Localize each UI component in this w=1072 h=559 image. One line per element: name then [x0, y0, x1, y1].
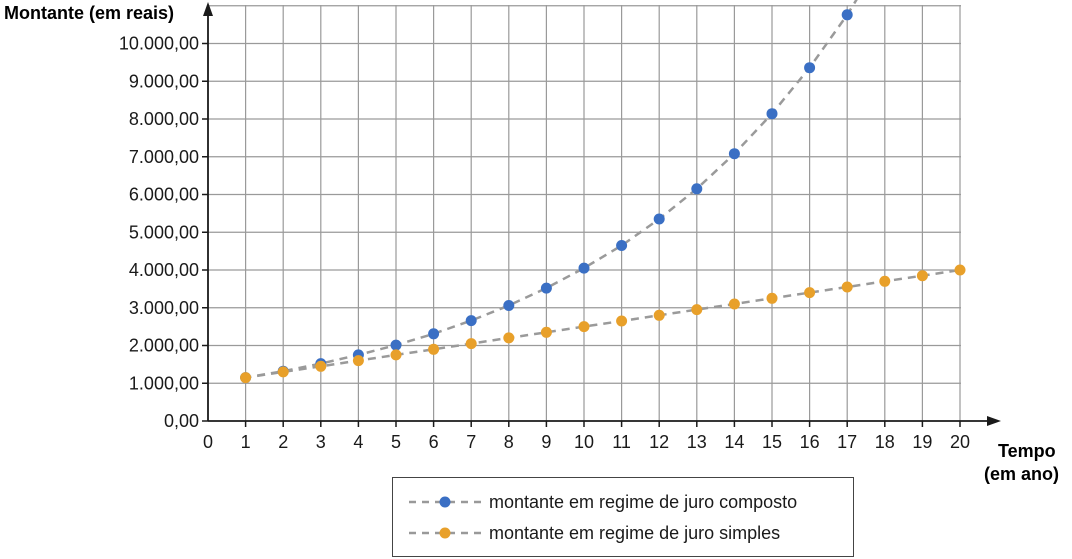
series-0-point-14	[728, 148, 740, 160]
series-1-point-7	[465, 338, 477, 350]
legend-marker-composto	[439, 496, 451, 508]
x-tick-label-0: 0	[203, 432, 213, 452]
series-0-point-17	[841, 9, 853, 21]
legend-swatch-simples	[409, 527, 481, 539]
y-tick-label-8: 8.000,00	[129, 109, 199, 129]
series-1-point-12	[653, 309, 665, 321]
series-1-point-6	[428, 343, 440, 355]
y-axis-arrow	[203, 2, 213, 16]
y-tick-label-0: 0,00	[164, 411, 199, 431]
y-tick-label-7: 7.000,00	[129, 147, 199, 167]
x-tick-label-4: 4	[353, 432, 363, 452]
series-0-point-10	[578, 262, 590, 274]
grid	[208, 5, 961, 421]
y-tick-label-3: 3.000,00	[129, 298, 199, 318]
axes	[202, 2, 1001, 427]
series-1-point-8	[503, 332, 515, 344]
legend-label-composto: montante em regime de juro composto	[489, 491, 798, 512]
series-0-trend-line	[244, 0, 858, 380]
x-axis-arrow	[987, 416, 1001, 426]
series-1-point-2	[277, 366, 289, 378]
series-0-point-5	[390, 339, 402, 351]
x-tick-label-9: 9	[541, 432, 551, 452]
tick-labels: 0 1 2 3 4 5 6 7 8 9 10 11 12 13 14 15 16 17 18 19 200,001.00…	[119, 34, 970, 453]
legend-item-simples: montante em regime de juro simples	[407, 518, 780, 548]
x-tick-label-6: 6	[429, 432, 439, 452]
series-1-point-16	[804, 287, 816, 299]
x-tick-label-19: 19	[912, 432, 932, 452]
series-0-point-8	[503, 300, 515, 311]
x-tick-label-1: 1	[241, 432, 251, 452]
series-1-point-9	[540, 326, 552, 338]
series-1-point-19	[916, 270, 928, 282]
series-0-point-16	[804, 62, 816, 74]
legend-swatch-composto	[409, 496, 481, 508]
x-axis-title-line2: (em ano)	[984, 464, 1059, 484]
legend-marker-simples	[439, 527, 451, 539]
series-1-point-14	[728, 298, 740, 310]
series-0-point-7	[465, 315, 477, 327]
y-tick-label-6: 6.000,00	[129, 185, 199, 205]
x-tick-label-10: 10	[574, 432, 594, 452]
series-1-point-1	[240, 372, 252, 384]
series-1-point-15	[766, 292, 778, 304]
y-axis-title: Montante (em reais)	[4, 3, 174, 23]
x-tick-label-7: 7	[466, 432, 476, 452]
series-0-point-6	[428, 328, 440, 340]
series-1	[240, 264, 966, 384]
series-1-point-13	[691, 304, 703, 316]
y-tick-label-2: 2.000,00	[129, 336, 199, 356]
series-1-point-18	[879, 275, 891, 287]
series	[240, 0, 966, 384]
x-tick-label-3: 3	[316, 432, 326, 452]
x-tick-label-8: 8	[504, 432, 514, 452]
x-tick-label-13: 13	[687, 432, 707, 452]
x-tick-label-5: 5	[391, 432, 401, 452]
x-axis-title-line1: Tempo	[998, 441, 1056, 461]
series-1-point-20	[954, 264, 966, 276]
x-tick-label-20: 20	[950, 432, 970, 452]
x-tick-label-11: 11	[612, 432, 631, 452]
y-tick-label-10: 10.000,00	[119, 34, 199, 54]
series-0-point-15	[766, 108, 778, 120]
series-0	[240, 0, 858, 384]
series-1-point-4	[352, 355, 364, 367]
y-tick-label-1: 1.000,00	[129, 373, 199, 393]
series-1-point-11	[616, 315, 628, 327]
x-tick-label-16: 16	[800, 432, 820, 452]
series-1-trend-line	[244, 268, 961, 380]
x-tick-label-2: 2	[278, 432, 288, 452]
series-1-point-10	[578, 321, 590, 333]
series-0-point-11	[616, 240, 628, 251]
series-0-point-13	[691, 183, 703, 195]
x-tick-label-15: 15	[762, 432, 782, 452]
series-0-point-9	[540, 282, 552, 294]
x-tick-label-12: 12	[649, 432, 669, 452]
y-tick-label-4: 4.000,00	[129, 260, 199, 280]
series-0-point-12	[653, 213, 665, 225]
x-tick-label-18: 18	[875, 432, 895, 452]
legend-item-composto: montante em regime de juro composto	[407, 487, 797, 517]
y-tick-label-9: 9.000,00	[129, 71, 199, 91]
legend: montante em regime de juro composto mont…	[392, 477, 854, 557]
y-tick-label-5: 5.000,00	[129, 222, 199, 242]
series-1-point-3	[315, 360, 327, 372]
x-tick-label-14: 14	[724, 432, 744, 452]
legend-label-simples: montante em regime de juro simples	[489, 522, 781, 543]
series-1-point-5	[390, 349, 402, 361]
x-tick-label-17: 17	[837, 432, 857, 452]
series-1-point-17	[841, 281, 853, 293]
